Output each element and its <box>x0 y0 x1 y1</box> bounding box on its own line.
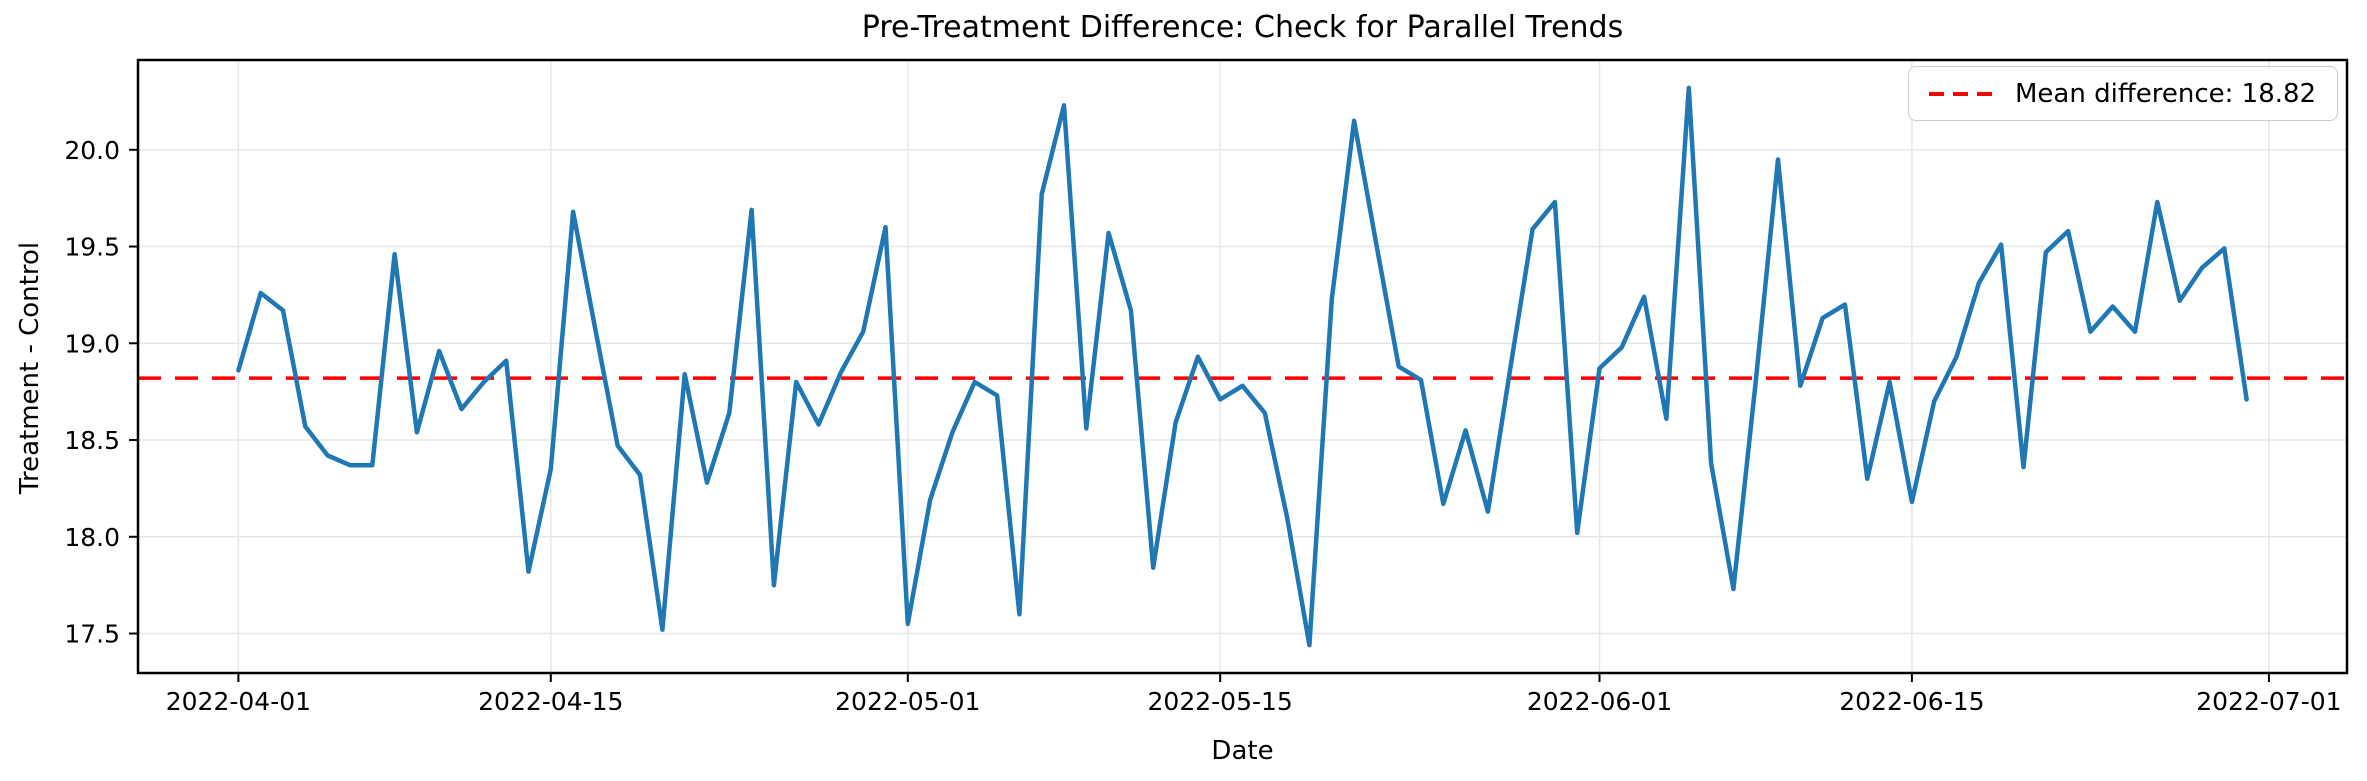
y-axis-label: Treatment - Control <box>15 241 45 495</box>
y-tick-label: 17.5 <box>64 620 120 649</box>
dashed-line-icon <box>1929 91 1995 96</box>
y-tick-label: 19.5 <box>64 233 120 262</box>
x-tick-label: 2022-04-15 <box>478 687 623 716</box>
legend: Mean difference: 18.82 <box>1908 66 2338 121</box>
y-tick-label: 19.0 <box>64 329 120 358</box>
difference-series-line <box>236 85 2249 648</box>
x-tick-label: 2022-04-01 <box>166 687 311 716</box>
x-tick-label: 2022-06-01 <box>1527 687 1672 716</box>
x-tick-label: 2022-05-01 <box>835 687 980 716</box>
x-tick-label: 2022-05-15 <box>1148 687 1293 716</box>
x-axis-label: Date <box>1211 736 1274 766</box>
y-tick-label: 20.0 <box>64 136 120 165</box>
chart-title: Pre-Treatment Difference: Check for Para… <box>861 10 1624 45</box>
axes-frame <box>136 58 2349 675</box>
x-tick-label: 2022-07-01 <box>2196 687 2341 716</box>
legend-label: Mean difference: 18.82 <box>2015 78 2317 109</box>
y-tick-label: 18.0 <box>64 523 120 552</box>
x-tick-label: 2022-06-15 <box>1839 687 1984 716</box>
y-tick-label: 18.5 <box>64 426 120 455</box>
